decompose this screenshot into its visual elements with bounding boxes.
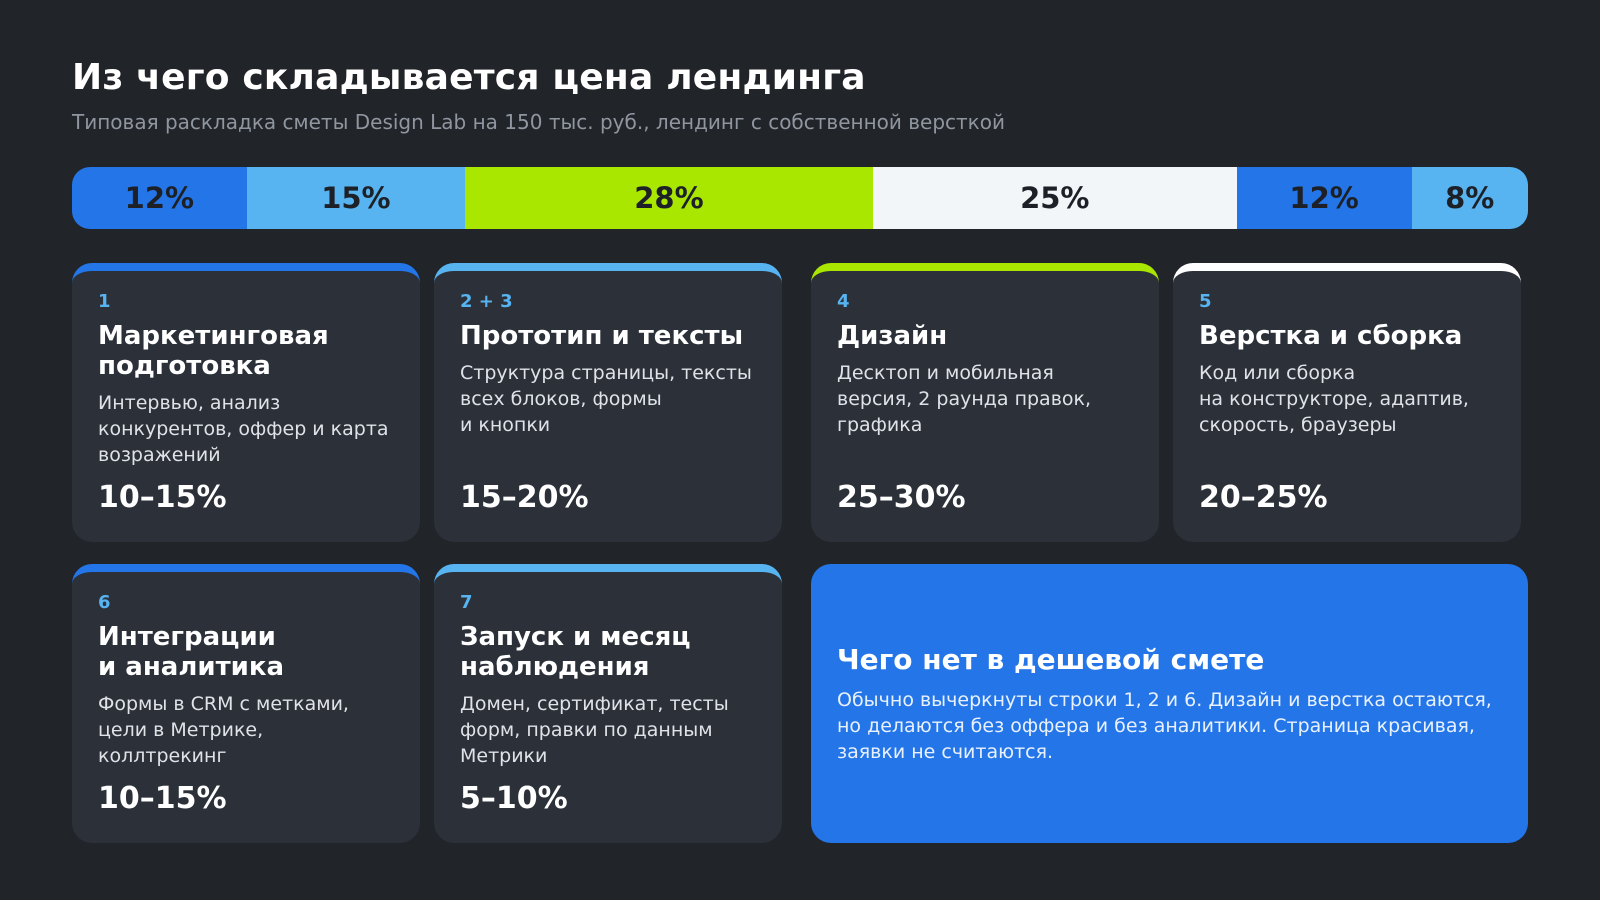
budget-segment: 12% (72, 167, 247, 229)
stage-card: 6 Интеграции и аналитика Формы в CRM с метк… (72, 564, 420, 843)
stage-card: 5 Верстка и сборка Код или сборка на констр… (1173, 263, 1521, 542)
stage-card: 2 + 3 Прототип и тексты Структура страницы… (434, 263, 782, 542)
stage-description: Формы в CRM с метками, цели в Метрике, кол… (98, 693, 349, 767)
stage-share-range: 25–30% (837, 480, 966, 515)
stage-card: 4 Дизайн Десктоп и мобильная версия, 2 раун… (811, 263, 1159, 542)
stage-description: Десктоп и мобильная версия, 2 раунда прав… (837, 362, 1092, 436)
note-text: Обычно вычеркнуты строки 1, 2 и 6. Дизай… (837, 688, 1492, 763)
budget-segment: 15% (246, 167, 466, 229)
stage-card: 1 Маркетинговая подготовка Интервью, анализ… (72, 263, 420, 542)
stage-number: 1 (98, 291, 111, 312)
stage-title: Дизайн (837, 321, 948, 351)
stage-share-range: 15–20% (460, 480, 589, 515)
page-subtitle: Типовая раскладка сметы Design Lab на 15… (72, 110, 1005, 134)
stage-number: 5 (1199, 291, 1212, 312)
stage-card: 7 Запуск и месяц наблюдения Домен, сертифик… (434, 564, 782, 843)
stage-description: Код или сборка на конструкторе, адаптив, с… (1199, 362, 1469, 436)
budget-segment: 25% (872, 167, 1237, 229)
cheap-estimate-note: Чего нет в дешевой смете Обычно вычеркну… (811, 564, 1528, 843)
note-title: Чего нет в дешевой смете (837, 642, 1265, 676)
stage-description: Домен, сертификат, тесты форм, правки по … (460, 693, 729, 767)
stage-description: Структура страницы, тексты всех блоков, ф… (460, 362, 752, 436)
stage-number: 6 (98, 592, 111, 613)
stage-number: 7 (460, 592, 473, 613)
stage-share-range: 10–15% (98, 480, 227, 515)
budget-segment: 28% (465, 167, 873, 229)
stage-title: Прототип и тексты (460, 321, 744, 351)
stage-description: Интервью, анализ конкурентов, оффер и кар… (98, 392, 389, 466)
budget-segment: 12% (1236, 167, 1412, 229)
stage-title: Верстка и сборка (1199, 321, 1463, 351)
stage-number: 2 + 3 (460, 291, 513, 312)
budget-segment: 8% (1411, 167, 1528, 229)
stage-title: Запуск и месяц наблюдения (460, 622, 691, 682)
stage-title: Интеграции и аналитика (98, 622, 285, 682)
stage-share-range: 20–25% (1199, 480, 1328, 515)
page-title: Из чего складывается цена лендинга (72, 57, 866, 98)
stage-grid: Чего нет в дешевой смете Обычно вычеркну… (72, 263, 1528, 843)
stage-number: 4 (837, 291, 850, 312)
stage-title: Маркетинговая подготовка (98, 321, 329, 381)
stage-share-range: 5–10% (460, 781, 568, 816)
stage-share-range: 10–15% (98, 781, 227, 816)
budget-bar: 12% 15% 28% 25% 12% 8% (72, 167, 1528, 229)
